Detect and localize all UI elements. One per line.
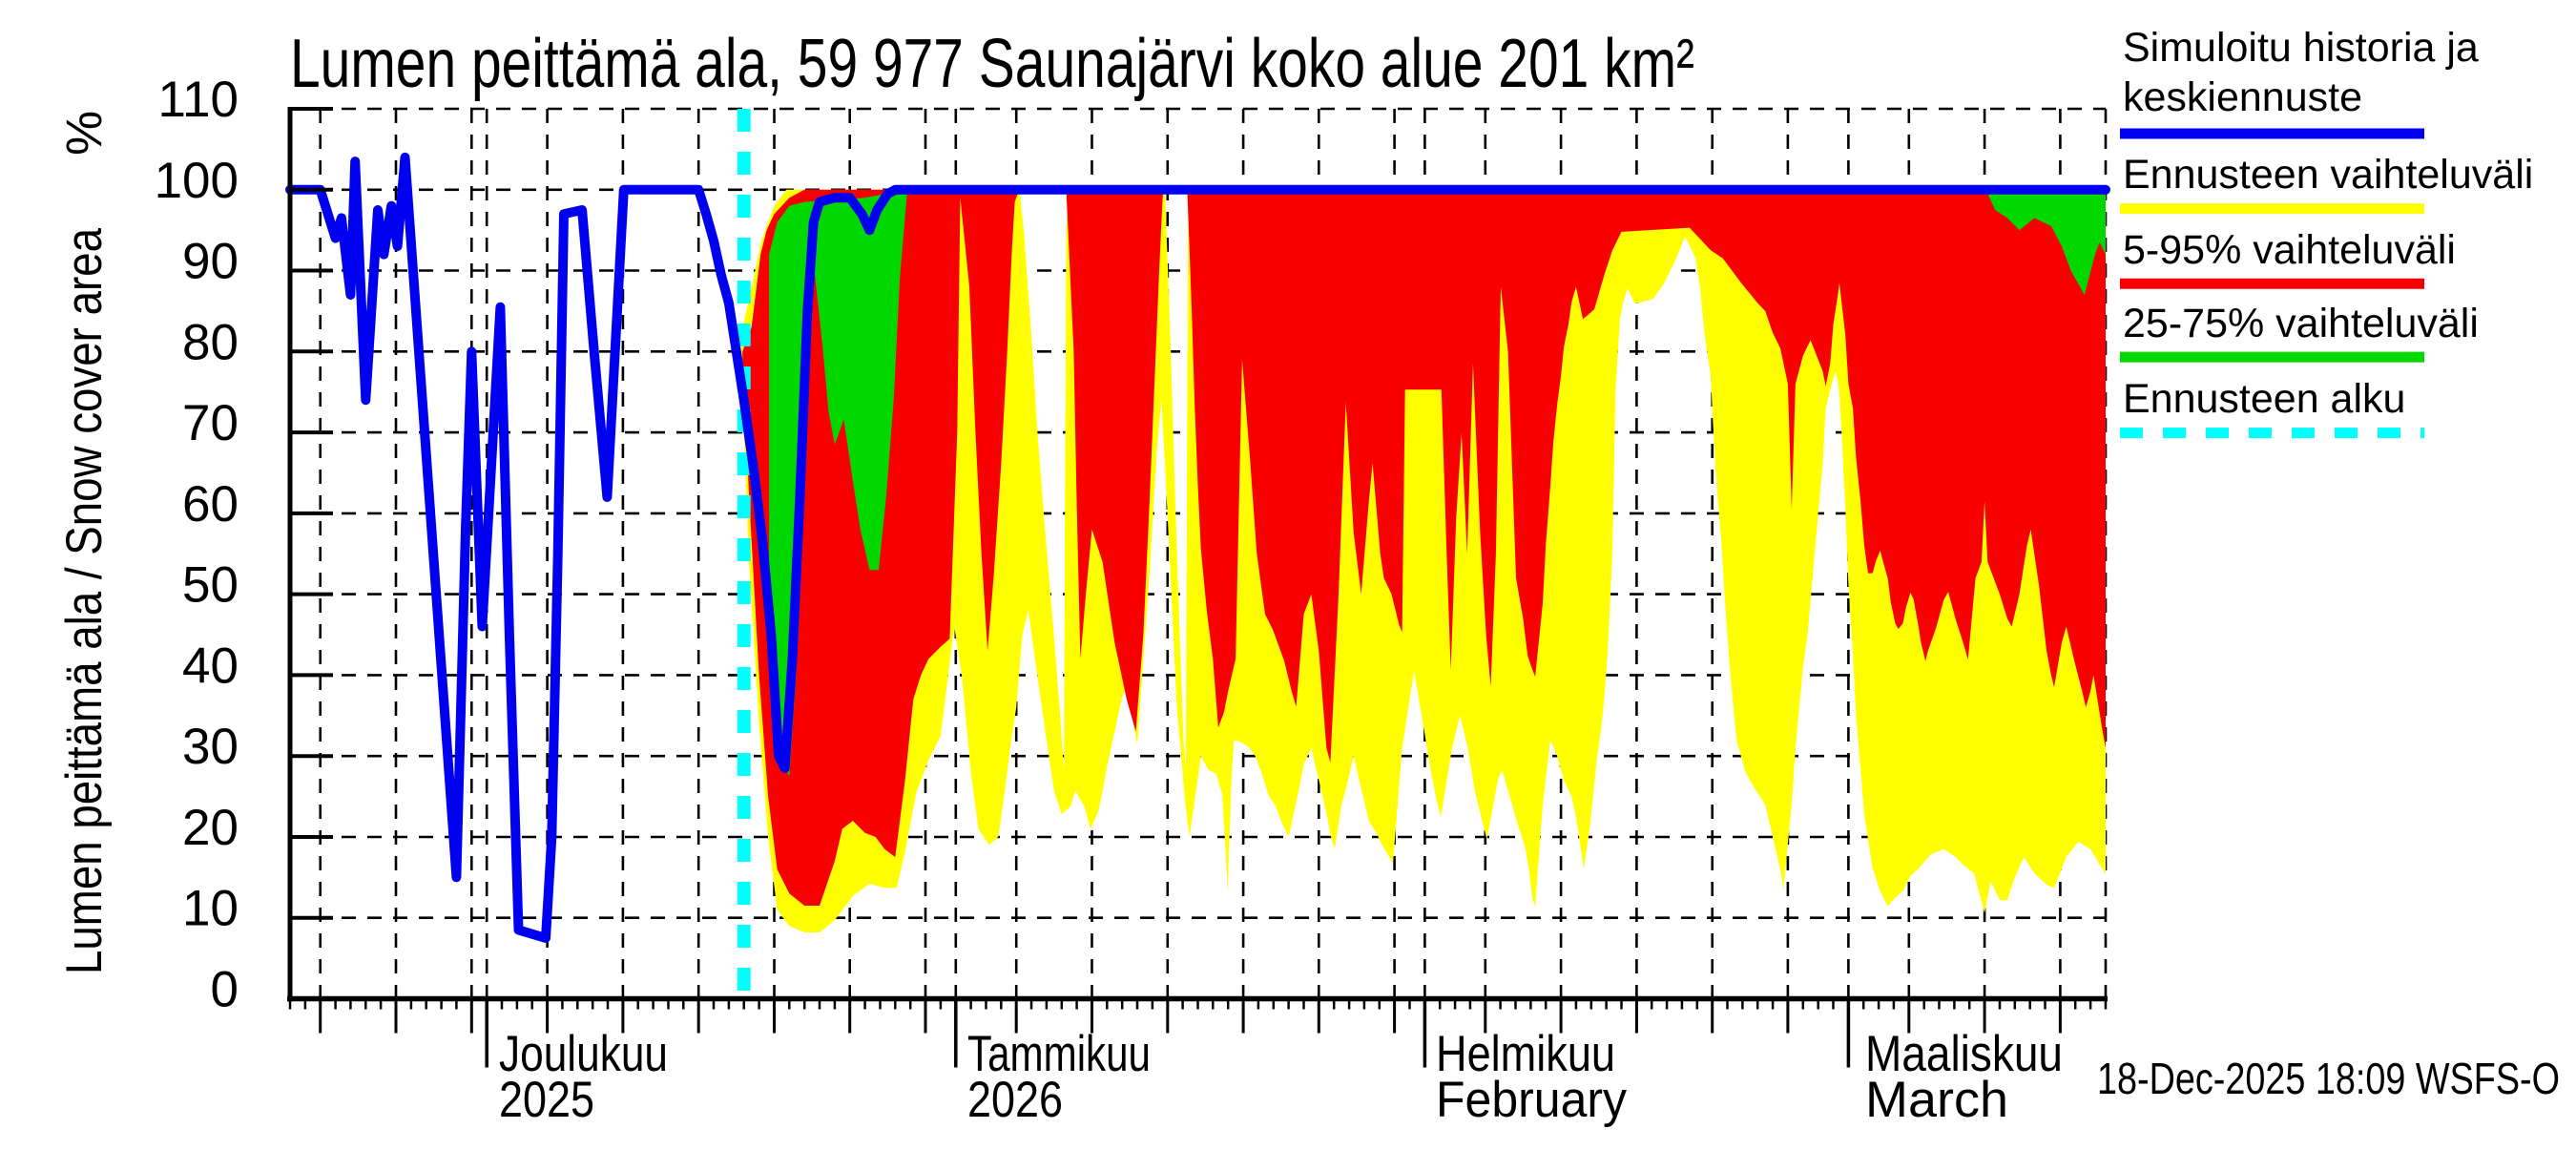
svg-text:Ennusteen vaihteluväli: Ennusteen vaihteluväli xyxy=(2123,152,2533,198)
svg-text:Joulukuu: Joulukuu xyxy=(499,1026,668,1082)
svg-text:Ennusteen alku: Ennusteen alku xyxy=(2123,376,2405,422)
svg-text:80: 80 xyxy=(182,314,239,370)
svg-text:March: March xyxy=(1865,1072,2008,1128)
svg-text:30: 30 xyxy=(182,719,239,775)
svg-text:25-75% vaihteluväli: 25-75% vaihteluväli xyxy=(2123,301,2479,346)
svg-text:Simuloitu historia ja: Simuloitu historia ja xyxy=(2123,25,2479,71)
svg-text:2026: 2026 xyxy=(967,1072,1063,1128)
svg-text:10: 10 xyxy=(182,881,239,937)
svg-text:Tammikuu: Tammikuu xyxy=(967,1026,1151,1082)
svg-text:Lumen peittämä ala / Snow cove: Lumen peittämä ala / Snow cover area xyxy=(56,228,113,974)
svg-text:Lumen peittämä ala, 59 977 Sau: Lumen peittämä ala, 59 977 Saunajärvi ko… xyxy=(290,26,1694,102)
svg-text:%: % xyxy=(56,111,113,156)
svg-text:Helmikuu: Helmikuu xyxy=(1436,1026,1615,1082)
svg-text:18-Dec-2025 18:09 WSFS-O: 18-Dec-2025 18:09 WSFS-O xyxy=(2097,1054,2560,1103)
svg-text:40: 40 xyxy=(182,638,239,694)
svg-text:0: 0 xyxy=(211,962,239,1018)
svg-text:60: 60 xyxy=(182,476,239,533)
svg-text:50: 50 xyxy=(182,557,239,614)
svg-text:keskiennuste: keskiennuste xyxy=(2123,74,2362,120)
svg-text:90: 90 xyxy=(182,234,239,290)
svg-text:February: February xyxy=(1436,1072,1627,1128)
svg-text:Maaliskuu: Maaliskuu xyxy=(1865,1026,2063,1082)
svg-text:110: 110 xyxy=(158,72,239,128)
svg-text:70: 70 xyxy=(182,395,239,451)
svg-text:5-95% vaihteluväli: 5-95% vaihteluväli xyxy=(2123,227,2456,273)
svg-text:2025: 2025 xyxy=(499,1072,594,1128)
svg-text:100: 100 xyxy=(155,153,239,209)
svg-text:20: 20 xyxy=(182,800,239,856)
